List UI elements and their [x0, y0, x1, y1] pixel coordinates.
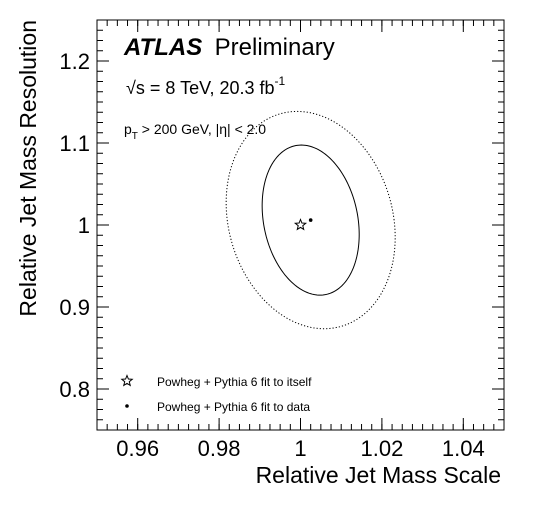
y-tick-label: 1: [78, 213, 90, 238]
sqrt-s: √s: [126, 78, 145, 98]
y-tick-label: 0.9: [59, 295, 90, 320]
x-axis-title: Relative Jet Mass Scale: [256, 462, 501, 488]
y-axis-title: Relative Jet Mass Resolution: [15, 20, 41, 317]
x-tick-label: 0.96: [116, 436, 159, 461]
energy-luminosity-label: √s = 8 TeV, 20.3 fb-1: [126, 74, 286, 98]
atlas-label: ATLAS Preliminary: [123, 34, 335, 61]
legend-star-shape: [120, 374, 134, 387]
legend-dot-marker: [125, 404, 129, 408]
fit-to-data-dot-marker: [308, 218, 313, 222]
luminosity-exponent: -1: [275, 74, 286, 88]
point-layer: [293, 218, 313, 231]
legend-star-marker: [120, 374, 134, 387]
x-tick-label: 1.02: [360, 436, 403, 461]
contour-layer: [225, 110, 396, 330]
fit-to-itself-star-marker: [293, 218, 308, 231]
energy-luminosity-text: = 8 TeV, 20.3 fb: [145, 78, 275, 98]
y-axis-ticks: 0.8 0.9 1 1.1 1.2: [59, 19, 504, 431]
y-tick-label: 1.1: [59, 131, 90, 156]
y-tick-label: 1.2: [59, 49, 90, 74]
x-axis-ticks: 0.96 0.98 1 1.02 1.04: [96, 20, 505, 461]
outer-dotted-contour: [225, 110, 396, 330]
preliminary-word: Preliminary: [215, 34, 335, 61]
x-tick-label: 1.04: [442, 436, 485, 461]
legend-fit-itself-label: Powheg + Pythia 6 fit to itself: [157, 375, 312, 389]
y-tick-label: 0.8: [59, 377, 90, 402]
kinematic-cut-label: pT > 200 GeV, |η| < 2.0: [124, 121, 266, 142]
x-tick-label: 1: [294, 436, 306, 461]
x-tick-label: 0.98: [198, 436, 241, 461]
atlas-word: ATLAS: [123, 34, 202, 61]
inner-solid-contour: [261, 144, 360, 296]
pt-subscript: T: [132, 131, 138, 142]
legend-fit-data-label: Powheg + Pythia 6 fit to data: [157, 400, 310, 414]
legend: Powheg + Pythia 6 fit to itself Powheg +…: [120, 374, 312, 414]
kinematic-cut-text: > 200 GeV, |η| < 2.0: [138, 121, 266, 137]
pt-symbol: p: [124, 121, 132, 137]
